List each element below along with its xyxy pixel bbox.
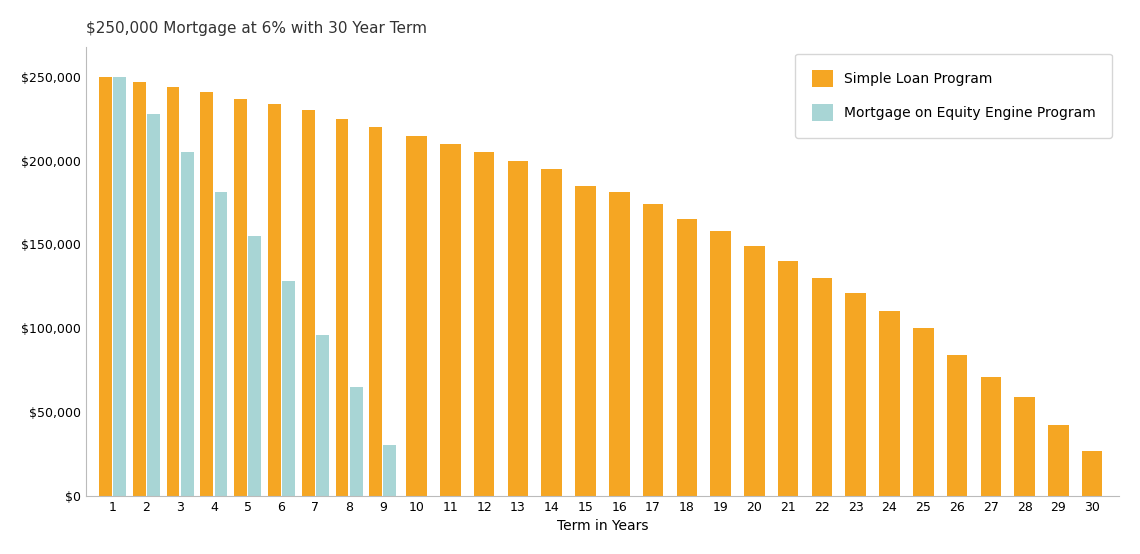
- Bar: [1015, 397, 1035, 496]
- Bar: [166, 87, 179, 496]
- Bar: [507, 161, 528, 496]
- Bar: [302, 110, 315, 496]
- Bar: [181, 152, 194, 496]
- Bar: [316, 335, 328, 496]
- Bar: [249, 236, 261, 496]
- Bar: [609, 192, 629, 496]
- Bar: [1048, 425, 1068, 496]
- Bar: [113, 77, 127, 496]
- Bar: [383, 445, 397, 496]
- Bar: [643, 204, 663, 496]
- Bar: [440, 144, 461, 496]
- Bar: [369, 127, 382, 496]
- Bar: [147, 114, 160, 496]
- Bar: [980, 377, 1001, 496]
- X-axis label: Term in Years: Term in Years: [556, 519, 649, 533]
- Bar: [710, 231, 731, 496]
- Bar: [744, 246, 765, 496]
- Bar: [283, 281, 295, 496]
- Bar: [406, 136, 426, 496]
- Bar: [99, 77, 112, 496]
- Bar: [268, 104, 280, 496]
- Bar: [234, 99, 247, 496]
- Bar: [350, 387, 363, 496]
- Legend: Simple Loan Program, Mortgage on Equity Engine Program: Simple Loan Program, Mortgage on Equity …: [796, 54, 1113, 137]
- Text: $250,000 Mortgage at 6% with 30 Year Term: $250,000 Mortgage at 6% with 30 Year Ter…: [86, 21, 426, 36]
- Bar: [542, 169, 562, 496]
- Bar: [879, 311, 899, 496]
- Bar: [201, 92, 213, 496]
- Bar: [335, 119, 349, 496]
- Bar: [474, 152, 495, 496]
- Bar: [913, 328, 934, 496]
- Bar: [576, 186, 596, 496]
- Bar: [946, 355, 968, 496]
- Bar: [133, 82, 146, 496]
- Bar: [846, 293, 866, 496]
- Bar: [1082, 450, 1102, 496]
- Bar: [676, 219, 697, 496]
- Bar: [214, 192, 228, 496]
- Bar: [777, 261, 798, 496]
- Bar: [812, 278, 832, 496]
